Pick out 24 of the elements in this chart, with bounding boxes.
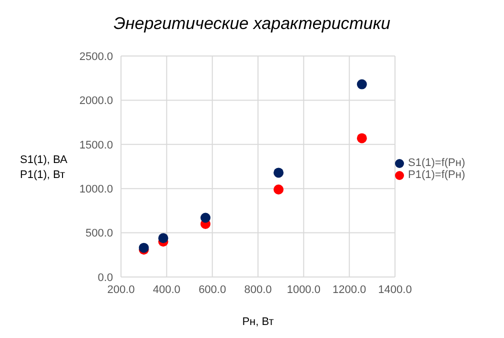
- x-tick-label: 1000.0: [286, 284, 320, 296]
- point: [274, 184, 284, 194]
- x-tick-label: 400.0: [152, 284, 180, 296]
- x-tick-label: 1200.0: [332, 284, 366, 296]
- point: [356, 133, 367, 144]
- y-tick-label: 1000.0: [79, 184, 113, 196]
- point: [274, 168, 284, 178]
- y-tick-label: 2500.0: [79, 50, 113, 63]
- x-tick-label: 1400.0: [378, 284, 412, 296]
- y-axis-title: S1(1), ВА P1(1), Вт: [20, 154, 68, 181]
- y-tick-label: 1500.0: [79, 139, 113, 152]
- point: [158, 233, 168, 244]
- x-tick-label: 200.0: [107, 284, 135, 296]
- x-axis-title: Pн, Вт: [242, 316, 274, 328]
- legend-label: P1(1)=f(Pн): [408, 169, 466, 181]
- y-tick-label: 500.0: [85, 228, 113, 240]
- chart-title: Энергитические характеристики: [112, 14, 392, 34]
- y-tick-label: 2000.0: [79, 95, 113, 108]
- x-tick-label: 600.0: [198, 284, 226, 296]
- legend-label: S1(1)=f(Pн): [408, 157, 466, 169]
- point: [356, 79, 367, 90]
- point: [200, 212, 210, 223]
- x-tick-label: 800.0: [244, 284, 272, 296]
- y-tick-label: 0.0: [98, 272, 113, 284]
